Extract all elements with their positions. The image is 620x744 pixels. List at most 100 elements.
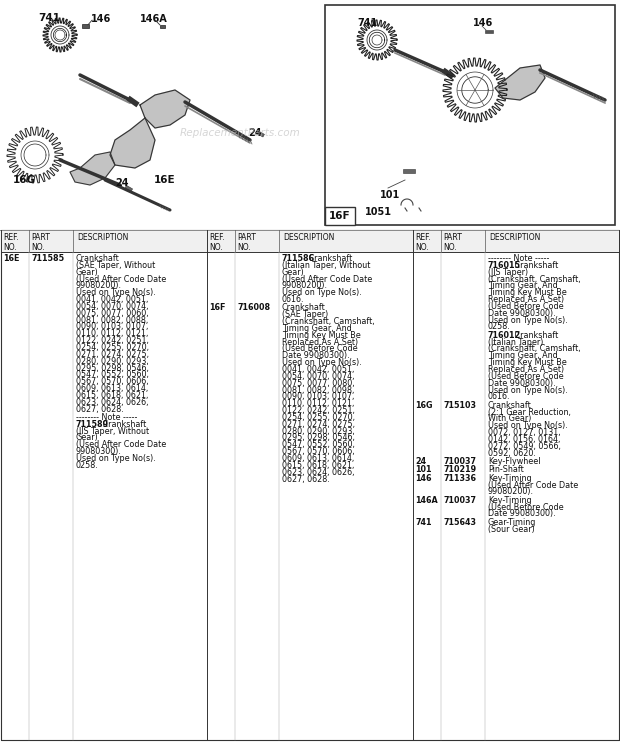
Text: 146: 146 xyxy=(91,14,111,24)
Text: (Used Before Code: (Used Before Code xyxy=(488,302,564,311)
Text: Gear): Gear) xyxy=(76,434,99,443)
Text: (Used After Code Date: (Used After Code Date xyxy=(282,275,372,283)
Text: 1051: 1051 xyxy=(365,207,392,217)
Bar xyxy=(256,130,264,137)
Text: (Crankshaft, Camshaft,: (Crankshaft, Camshaft, xyxy=(282,317,374,326)
Text: Key-Flywheel: Key-Flywheel xyxy=(488,457,541,466)
Text: (SAE Taper, Without: (SAE Taper, Without xyxy=(76,261,155,270)
Text: Used on Type No(s).: Used on Type No(s). xyxy=(282,288,361,297)
Text: DESCRIPTION: DESCRIPTION xyxy=(489,233,541,242)
Text: 0280, 0290, 0293,: 0280, 0290, 0293, xyxy=(282,426,355,435)
Text: With Gear): With Gear) xyxy=(488,414,531,423)
Bar xyxy=(160,25,165,28)
Text: Timing Gear, And: Timing Gear, And xyxy=(488,351,558,360)
Text: 0547, 0552, 0560,: 0547, 0552, 0560, xyxy=(282,440,355,449)
Text: 16G: 16G xyxy=(13,175,36,185)
Text: -------- Note -----: -------- Note ----- xyxy=(488,254,549,263)
Text: 0609, 0613, 0614,: 0609, 0613, 0614, xyxy=(76,384,148,393)
Text: 711336: 711336 xyxy=(443,474,476,483)
Text: 101: 101 xyxy=(415,465,432,475)
Text: 741: 741 xyxy=(38,13,60,23)
Text: 711586: 711586 xyxy=(282,254,315,263)
Text: PART
NO.: PART NO. xyxy=(31,233,50,251)
Text: (Italian Taper, Without: (Italian Taper, Without xyxy=(282,261,370,270)
Text: Crankshaft: Crankshaft xyxy=(512,261,558,270)
Text: REF.
NO.: REF. NO. xyxy=(415,233,431,251)
Text: 0295, 0298, 0546,: 0295, 0298, 0546, xyxy=(76,364,149,373)
Text: Used on Type No(s).: Used on Type No(s). xyxy=(282,358,361,367)
Text: 710037: 710037 xyxy=(443,496,476,504)
Text: 101: 101 xyxy=(380,190,401,200)
Text: Date 99080300).: Date 99080300). xyxy=(488,510,556,519)
Text: 0110, 0112, 0121,: 0110, 0112, 0121, xyxy=(282,400,355,408)
Text: Used on Type No(s).: Used on Type No(s). xyxy=(76,288,156,297)
Text: 146: 146 xyxy=(415,474,432,483)
Text: 0271, 0274, 0275,: 0271, 0274, 0275, xyxy=(282,420,355,429)
Text: (Used Before Code: (Used Before Code xyxy=(488,502,564,512)
Text: Key-Timing: Key-Timing xyxy=(488,474,531,483)
Text: 715103: 715103 xyxy=(443,401,476,410)
Text: DESCRIPTION: DESCRIPTION xyxy=(283,233,334,242)
Text: 16F: 16F xyxy=(329,211,351,221)
Text: 0615, 0618, 0621,: 0615, 0618, 0621, xyxy=(282,461,355,469)
Text: Timing Gear, And: Timing Gear, And xyxy=(282,324,352,333)
Text: 0072, 0127, 0131,: 0072, 0127, 0131, xyxy=(488,428,560,437)
Text: ReplacementParts.com: ReplacementParts.com xyxy=(180,128,300,138)
Text: Crankshaft: Crankshaft xyxy=(100,420,146,429)
Text: Pin-Shaft: Pin-Shaft xyxy=(488,465,524,475)
Text: 0272, 0549, 0566,: 0272, 0549, 0566, xyxy=(488,442,561,451)
Text: (Used After Code Date: (Used After Code Date xyxy=(76,440,166,449)
Text: 99080300).: 99080300). xyxy=(76,447,122,456)
Text: 99080200).: 99080200). xyxy=(282,281,328,290)
Text: Used on Type No(s).: Used on Type No(s). xyxy=(488,385,568,394)
Text: 0081, 0082, 0098,: 0081, 0082, 0098, xyxy=(282,385,355,394)
Text: 0295, 0298, 0546,: 0295, 0298, 0546, xyxy=(282,434,355,443)
Bar xyxy=(82,24,89,28)
Text: (Sour Gear): (Sour Gear) xyxy=(488,525,534,533)
Text: Used on Type No(s).: Used on Type No(s). xyxy=(488,315,568,324)
Text: Gear): Gear) xyxy=(282,268,305,277)
Text: Date 99080300).: Date 99080300). xyxy=(282,351,350,360)
Text: (Italian Taper): (Italian Taper) xyxy=(488,338,543,347)
Text: Gear): Gear) xyxy=(76,268,99,277)
Text: 0041, 0042, 0051,: 0041, 0042, 0051, xyxy=(282,365,355,374)
Text: 711585: 711585 xyxy=(31,254,64,263)
Text: 0627, 0628.: 0627, 0628. xyxy=(282,475,330,484)
Text: (Used After Code Date: (Used After Code Date xyxy=(488,481,578,490)
Text: 99080200).: 99080200). xyxy=(76,281,122,290)
Text: Replaced As A Set): Replaced As A Set) xyxy=(282,338,358,347)
Bar xyxy=(325,207,355,225)
Text: 16E: 16E xyxy=(154,175,176,185)
Text: 716012: 716012 xyxy=(488,331,521,340)
Text: 716008: 716008 xyxy=(237,304,270,312)
Text: 24: 24 xyxy=(115,178,128,188)
Text: 741: 741 xyxy=(415,518,432,527)
Text: 146A: 146A xyxy=(140,14,168,24)
Bar xyxy=(125,185,133,191)
Text: (Used Before Code: (Used Before Code xyxy=(488,372,564,381)
Text: -------- Note -----: -------- Note ----- xyxy=(76,413,138,422)
Text: 0615, 0618, 0621,: 0615, 0618, 0621, xyxy=(76,391,148,400)
Text: 0054, 0070, 0074,: 0054, 0070, 0074, xyxy=(282,372,355,381)
Text: 710219: 710219 xyxy=(443,465,476,475)
Text: Timing Key Must Be: Timing Key Must Be xyxy=(488,358,567,367)
Text: Gear-Timing: Gear-Timing xyxy=(488,518,536,527)
Text: Crankshaft: Crankshaft xyxy=(76,254,120,263)
Text: 0122, 0242, 0251,: 0122, 0242, 0251, xyxy=(282,406,355,415)
Text: Date 99080300).: Date 99080300). xyxy=(488,379,556,388)
Text: 0547, 0552, 0560,: 0547, 0552, 0560, xyxy=(76,371,149,379)
Text: 0627, 0628.: 0627, 0628. xyxy=(76,405,124,414)
Text: PART
NO.: PART NO. xyxy=(237,233,256,251)
Text: 0122, 0242, 0251,: 0122, 0242, 0251, xyxy=(76,336,149,345)
Text: Used on Type No(s).: Used on Type No(s). xyxy=(76,454,156,463)
Text: Replaced As A Set): Replaced As A Set) xyxy=(488,295,564,304)
Bar xyxy=(1,230,619,252)
Text: 146A: 146A xyxy=(415,496,438,504)
Bar xyxy=(485,30,493,33)
Text: 716015: 716015 xyxy=(488,261,521,270)
Text: 0258.: 0258. xyxy=(488,322,511,331)
Text: 0616.: 0616. xyxy=(282,295,304,304)
Bar xyxy=(325,5,615,225)
Text: (Crankshaft, Camshaft,: (Crankshaft, Camshaft, xyxy=(488,275,580,283)
Text: Used on Type No(s).: Used on Type No(s). xyxy=(488,421,568,430)
